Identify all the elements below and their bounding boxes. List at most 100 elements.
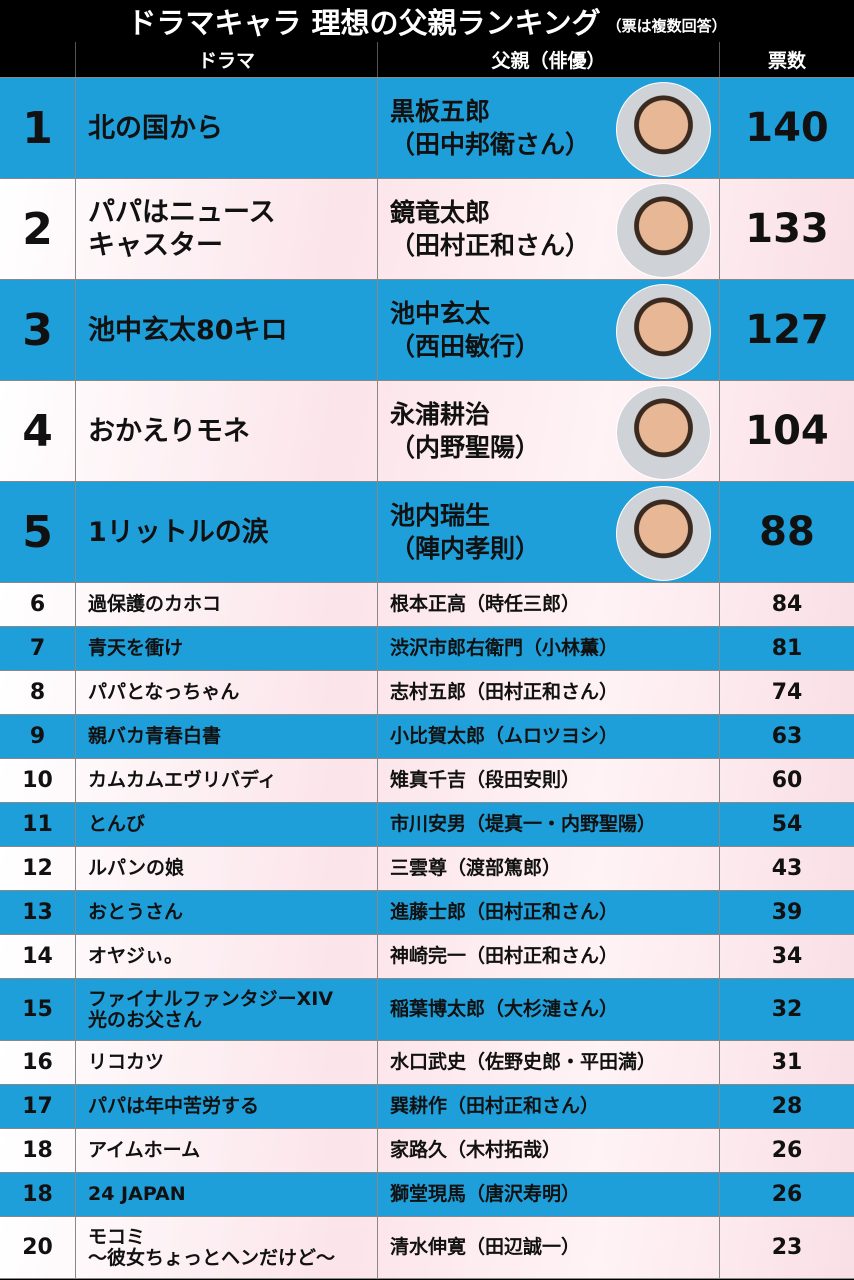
father-cell: 永浦耕治 （内野聖陽） (378, 381, 720, 481)
rank: 16 (0, 1041, 76, 1084)
father-cell: 鏡竜太郎 （田村正和さん） (378, 179, 720, 279)
votes: 54 (771, 812, 803, 837)
table-body: 1 北の国から 黒板五郎 （田中邦衛さん） 140 2 パパはニュース キャスター 鏡竜太郎 （田… (0, 78, 854, 1279)
rank: 6 (0, 583, 76, 626)
rank: 4 (0, 381, 76, 481)
votes: 63 (771, 724, 803, 749)
father-line: 巽耕作（田村正和さん） (390, 1095, 600, 1117)
votes: 34 (771, 944, 803, 969)
rank: 12 (0, 847, 76, 890)
votes: 88 (759, 509, 815, 555)
header-cell (0, 42, 76, 77)
rank: 18 (0, 1173, 76, 1216)
drama-cell: 過保護のカホコ (76, 583, 378, 626)
header-row: ドラマ 父親（俳優） 票数 (0, 42, 854, 78)
drama-line: パパはニュース (88, 197, 276, 228)
father-line: 家路久（木村拓哉） (390, 1139, 562, 1161)
drama-cell: 親バカ青春白書 (76, 715, 378, 758)
table-row: 10 カムカムエヴリバディ 雉真千吉（段田安則） 60 (0, 759, 854, 803)
father-cell: 三雲尊（渡部篤郎） (378, 847, 720, 890)
table-row: 5 1リットルの涙 池内瑞生 （陣内孝則） 88 (0, 482, 854, 583)
drama-cell: パパはニュース キャスター (76, 179, 378, 279)
father-line: （陣内孝則） (390, 534, 541, 563)
drama-cell: おとうさん (76, 891, 378, 934)
drama-line: 北の国から (88, 112, 223, 144)
table-row: 18 24 JAPAN 獅堂現馬（唐沢寿明） 26 (0, 1173, 854, 1217)
father-line: 神崎完一（田村正和さん） (390, 945, 619, 967)
rank: 7 (0, 627, 76, 670)
votes: 84 (771, 592, 803, 617)
father-line: 清水伸寛（田辺誠一） (390, 1236, 581, 1258)
table-row: 15 ファイナルファンタジーXIV 光のお父さん 稲葉博太郎（大杉漣さん） 32 (0, 979, 854, 1041)
rank: 17 (0, 1085, 76, 1128)
father-cell: 雉真千吉（段田安則） (378, 759, 720, 802)
father-line: 水口武史（佐野史郎・平田満） (390, 1051, 657, 1073)
title-bar: ドラマキャラ 理想の父親ランキング （票は複数回答） (0, 0, 854, 42)
drama-line: パパは年中苦労する (88, 1095, 260, 1117)
votes: 31 (771, 1050, 803, 1075)
votes: 28 (771, 1094, 803, 1119)
father-line: 志村五郎（田村正和さん） (390, 681, 619, 703)
drama-line: 池中玄太80キロ (88, 314, 288, 346)
drama-cell: ファイナルファンタジーXIV 光のお父さん (76, 979, 378, 1040)
table-row: 17 パパは年中苦労する 巽耕作（田村正和さん） 28 (0, 1085, 854, 1129)
rank: 13 (0, 891, 76, 934)
actor-photo (616, 82, 711, 177)
father-line: 進藤士郎（田村正和さん） (390, 901, 619, 923)
table-row: 6 過保護のカホコ 根本正高（時任三郎） 84 (0, 583, 854, 627)
rank: 18 (0, 1129, 76, 1172)
drama-line: とんび (88, 813, 146, 835)
votes: 74 (771, 680, 803, 705)
table-row: 4 おかえりモネ 永浦耕治 （内野聖陽） 104 (0, 381, 854, 482)
actor-photo (616, 385, 711, 480)
rank: 15 (0, 979, 76, 1040)
father-cell: 巽耕作（田村正和さん） (378, 1085, 720, 1128)
actor-photo (616, 183, 711, 278)
actor-photo (616, 284, 711, 379)
drama-cell: 池中玄太80キロ (76, 280, 378, 380)
drama-line: ルパンの娘 (88, 857, 184, 879)
father-cell: 根本正高（時任三郎） (378, 583, 720, 626)
rank: 3 (0, 280, 76, 380)
rank: 5 (0, 482, 76, 582)
drama-cell: おかえりモネ (76, 381, 378, 481)
drama-line: 24 JAPAN (88, 1183, 186, 1205)
rank: 1 (0, 78, 76, 178)
drama-line: リコカツ (88, 1051, 165, 1073)
header-cell: 票数 (767, 50, 806, 72)
drama-cell: 24 JAPAN (76, 1173, 378, 1216)
father-cell: 水口武史（佐野史郎・平田満） (378, 1041, 720, 1084)
father-line: （田村正和さん） (390, 231, 591, 260)
drama-cell: 北の国から (76, 78, 378, 178)
father-line: 永浦耕治 (390, 400, 491, 429)
drama-cell: パパは年中苦労する (76, 1085, 378, 1128)
votes: 104 (745, 408, 829, 454)
table-row: 20 モコミ ～彼女ちょっとヘンだけど～ 清水伸寛（田辺誠一） 23 (0, 1217, 854, 1279)
votes: 81 (771, 636, 803, 661)
father-cell: 小比賀太郎（ムロツヨシ） (378, 715, 720, 758)
father-line: 渋沢市郎右衛門（小林薫） (390, 637, 619, 659)
rank: 2 (0, 179, 76, 279)
father-cell: 稲葉博太郎（大杉漣さん） (378, 979, 720, 1040)
table-row: 8 パパとなっちゃん 志村五郎（田村正和さん） 74 (0, 671, 854, 715)
father-line: 鏡竜太郎 (390, 198, 491, 227)
father-line: 雉真千吉（段田安則） (390, 769, 581, 791)
table-row: 14 オヤジぃ。 神崎完一（田村正和さん） 34 (0, 935, 854, 979)
drama-cell: モコミ ～彼女ちょっとヘンだけど～ (76, 1217, 378, 1278)
father-line: （田中邦衛さん） (390, 130, 591, 159)
drama-line: オヤジぃ。 (88, 945, 184, 967)
father-cell: 神崎完一（田村正和さん） (378, 935, 720, 978)
father-line: （内野聖陽） (390, 433, 541, 462)
table-row: 12 ルパンの娘 三雲尊（渡部篤郎） 43 (0, 847, 854, 891)
father-line: 根本正高（時任三郎） (390, 593, 581, 615)
votes: 23 (771, 1235, 803, 1260)
father-line: 黒板五郎 (390, 97, 491, 126)
rank: 11 (0, 803, 76, 846)
header-cell: ドラマ (76, 42, 378, 77)
drama-cell: ルパンの娘 (76, 847, 378, 890)
votes: 133 (745, 206, 829, 252)
votes: 127 (745, 307, 829, 353)
rank: 10 (0, 759, 76, 802)
drama-line: 1リットルの涙 (88, 516, 269, 548)
drama-cell: カムカムエヴリバディ (76, 759, 378, 802)
